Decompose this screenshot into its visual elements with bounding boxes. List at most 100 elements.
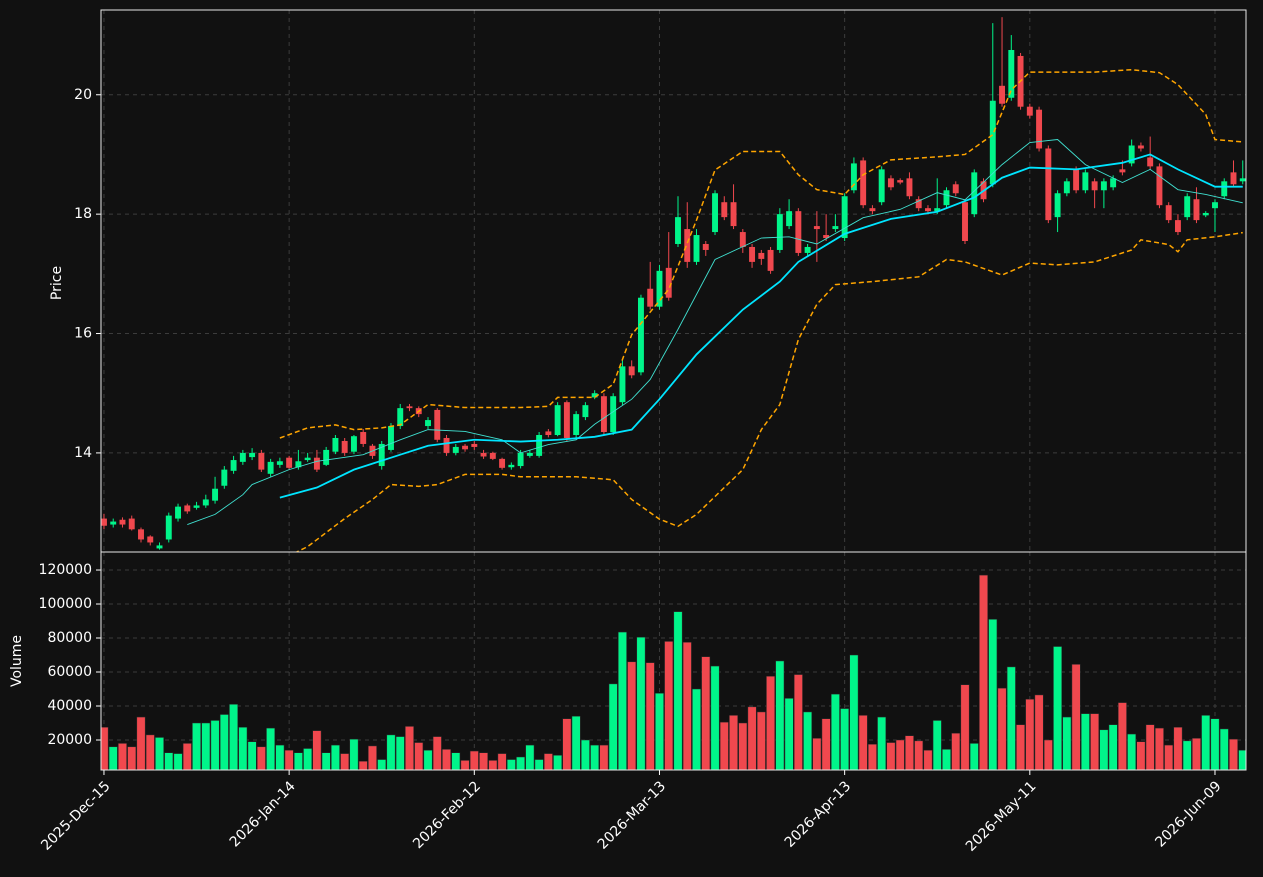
- candle-body: [212, 488, 219, 501]
- candle-body: [841, 196, 848, 239]
- candle-body: [452, 446, 459, 453]
- volume-bar: [969, 743, 979, 770]
- candle-body: [647, 288, 654, 307]
- candle-body: [1128, 145, 1135, 164]
- volume-bar: [710, 665, 720, 770]
- volume-bar: [516, 756, 526, 770]
- candle-body: [730, 202, 737, 227]
- candle-body: [323, 449, 330, 465]
- volume-bar: [414, 742, 424, 770]
- volume-bar: [303, 748, 313, 770]
- volume-bar: [590, 744, 600, 770]
- candle-body: [591, 393, 598, 398]
- candle-body: [943, 190, 950, 206]
- candle-body: [184, 505, 191, 512]
- candle-body: [702, 243, 709, 250]
- y-tick-label: 18: [74, 206, 92, 222]
- volume-bar: [627, 661, 637, 770]
- volume-bar: [738, 722, 748, 770]
- candle-body: [767, 249, 774, 271]
- candle-body: [628, 366, 635, 376]
- volume-bar: [506, 759, 516, 770]
- volume-bar: [580, 739, 590, 770]
- candle-body: [906, 178, 913, 197]
- volume-bar: [1034, 694, 1044, 770]
- candle-body: [1137, 145, 1144, 149]
- volume-bar: [1117, 702, 1127, 770]
- volume-bar: [525, 744, 535, 770]
- volume-bar: [395, 736, 405, 770]
- candle-body: [341, 440, 348, 453]
- candle-body: [1082, 172, 1089, 191]
- candle-body: [110, 521, 117, 525]
- y-axis-label: Volume: [9, 635, 25, 687]
- volume-bar: [386, 734, 396, 770]
- volume-bar: [942, 749, 951, 770]
- candle-body: [1045, 148, 1052, 221]
- candle-body: [804, 246, 811, 253]
- volume-bar: [377, 759, 387, 770]
- panel-frame: [100, 551, 1247, 771]
- indicator-line: [279, 68, 1243, 439]
- candle-body: [388, 426, 394, 450]
- volume-bar: [1006, 666, 1016, 770]
- volume-bar: [173, 753, 183, 770]
- candle-body: [786, 211, 793, 227]
- volume-bar: [321, 752, 331, 770]
- candle-body: [350, 436, 357, 452]
- candle-body: [1174, 220, 1181, 233]
- y-tick-label: 16: [74, 326, 92, 342]
- volume-bar: [1155, 727, 1164, 770]
- volume-bar: [275, 744, 285, 770]
- candle-body: [313, 457, 320, 470]
- volume-bar: [1108, 724, 1118, 770]
- volume-bar: [775, 660, 785, 770]
- candle-body: [776, 214, 783, 250]
- volume-bar: [182, 743, 192, 770]
- volume-bar: [266, 727, 276, 770]
- candle-body: [1239, 178, 1246, 182]
- candle-body: [823, 235, 830, 239]
- candle-body: [156, 545, 163, 549]
- volume-bar: [423, 749, 433, 770]
- candle-body: [480, 452, 487, 457]
- candle-body: [545, 431, 552, 436]
- candle-body: [971, 172, 978, 215]
- volume-bar: [349, 738, 359, 770]
- volume-bar: [136, 716, 146, 770]
- volume-bar: [886, 742, 896, 770]
- candle-body: [1026, 106, 1033, 116]
- volume-bar: [238, 726, 248, 770]
- volume-bar: [1210, 718, 1220, 770]
- volume-bar: [451, 752, 461, 770]
- volume-bar: [960, 684, 970, 770]
- candle-body: [693, 235, 700, 262]
- y-tick-label: 14: [74, 445, 92, 461]
- volume-bar: [164, 752, 174, 770]
- candle-body: [1147, 157, 1154, 167]
- candle-body: [332, 437, 339, 452]
- volume-bar: [784, 698, 794, 770]
- volume-bar: [858, 715, 868, 770]
- candle-body: [813, 226, 820, 230]
- volume-bar: [229, 704, 238, 770]
- candle-body: [962, 202, 968, 242]
- candle-body: [860, 160, 867, 206]
- volume-bar: [192, 722, 201, 770]
- indicator-line: [279, 153, 1243, 499]
- volume-bar: [608, 683, 618, 770]
- candle-body: [869, 208, 876, 212]
- candle-body: [406, 406, 413, 409]
- volume-bar: [358, 760, 368, 770]
- candle-body: [239, 452, 246, 462]
- volume-bar: [766, 676, 775, 770]
- candle-body: [230, 460, 237, 471]
- y-tick-label: 40000: [47, 698, 92, 714]
- volume-bar: [340, 753, 350, 770]
- candle-body: [1100, 181, 1107, 191]
- candle-body: [897, 180, 904, 183]
- candle-body: [684, 229, 691, 262]
- volume-bar: [618, 631, 627, 770]
